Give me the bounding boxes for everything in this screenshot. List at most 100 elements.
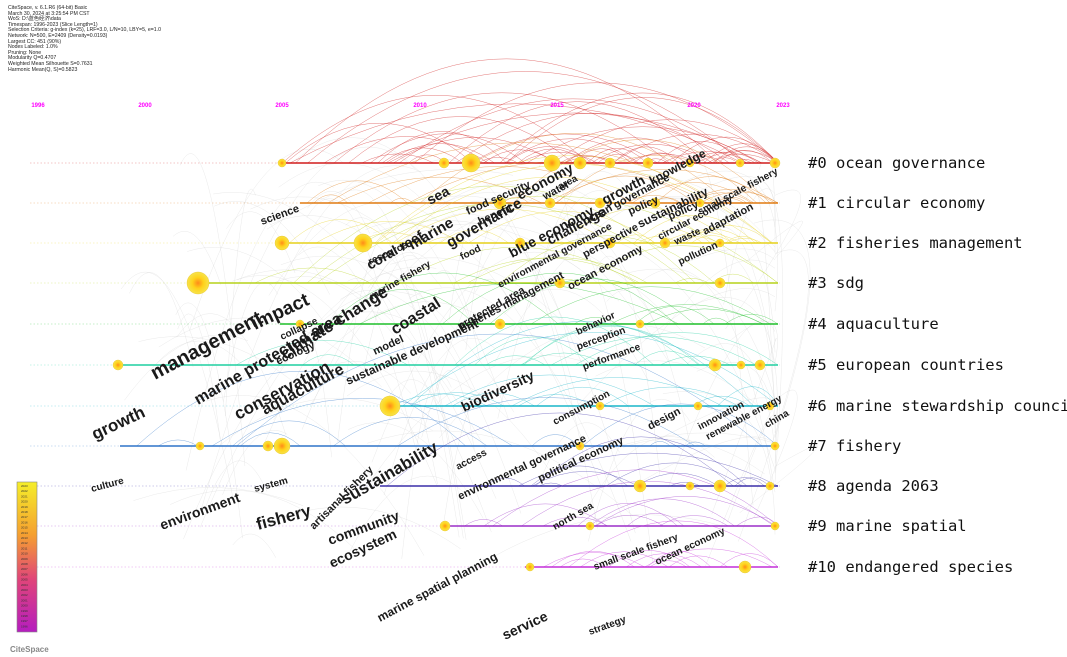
background-link (232, 533, 276, 558)
cluster-link (687, 188, 776, 204)
cluster-link (555, 207, 734, 244)
keyword-node (554, 277, 566, 289)
cluster-link (136, 371, 466, 447)
keyword-node (494, 318, 506, 330)
cluster-link (452, 392, 535, 407)
cluster-label: #8 agenda 2063 (808, 477, 939, 495)
background-link (226, 211, 296, 274)
legend-tick: 1998 (21, 614, 28, 618)
background-link (179, 153, 246, 467)
keyword-label: growth (89, 402, 148, 443)
cluster-link (685, 441, 706, 447)
background-link (725, 189, 801, 330)
cluster-link (410, 321, 754, 407)
background-link (138, 336, 298, 386)
cluster-link (632, 152, 687, 164)
legend-tick: 2010 (21, 552, 28, 556)
cluster-link (333, 92, 670, 164)
cluster-link (724, 477, 765, 487)
cluster-link (670, 481, 701, 487)
keyword-node (493, 196, 507, 210)
cluster-link (656, 141, 747, 164)
cluster-link (302, 354, 355, 366)
cluster-link (395, 208, 612, 244)
cluster-link (577, 503, 678, 527)
keyword-label: culture (90, 476, 125, 495)
background-link (383, 338, 496, 495)
info-line: WoS: D:\蓝色经济\data (8, 16, 61, 23)
cluster-link (477, 157, 519, 164)
background-link (225, 189, 256, 416)
cluster-link (282, 94, 589, 164)
keyword-node (262, 440, 274, 452)
background-link (656, 259, 776, 341)
cluster-link (390, 197, 414, 204)
keyword-label: access (454, 447, 489, 473)
year-axis: 1996 2000 2005 2010 2015 2020 2023 (31, 103, 790, 109)
cluster-link (374, 155, 772, 244)
background-link (266, 169, 514, 230)
keyword-node (685, 158, 695, 168)
keyword-label: protected area (456, 284, 528, 333)
cluster-link (582, 403, 779, 447)
keyword-node (274, 235, 290, 251)
cluster-link (586, 148, 647, 164)
keyword-node (439, 520, 451, 532)
background-link (172, 231, 221, 285)
background-link (205, 395, 425, 556)
cluster-link (649, 560, 687, 568)
keyword-node (585, 521, 595, 531)
cluster-label: #9 marine spatial (808, 517, 967, 535)
cluster-link (518, 452, 779, 487)
background-link (280, 291, 415, 370)
keyword-node (195, 441, 205, 451)
cluster-link (334, 289, 475, 325)
cluster-link (485, 355, 546, 366)
cluster-link (409, 392, 505, 407)
info-line: Timespan: 1996-2023 (Slice Length=1) (8, 21, 98, 28)
cluster-link (685, 151, 762, 164)
cluster-link (526, 126, 759, 164)
cluster-link (293, 185, 696, 284)
cluster-link (631, 182, 754, 204)
cluster-link (536, 387, 629, 407)
keyword-node (765, 401, 775, 411)
background-link (129, 272, 194, 368)
legend-tick: 2016 (21, 520, 28, 524)
cluster-link (240, 432, 301, 447)
keyword-node (575, 441, 585, 451)
background-link (408, 287, 632, 542)
cluster-links (136, 58, 779, 568)
cluster-link (397, 397, 696, 447)
legend-tick: 2021 (21, 494, 28, 498)
legend-tick: 2001 (21, 598, 28, 602)
cluster-link (327, 142, 718, 204)
cluster-link (448, 101, 707, 164)
cluster-labels: #0 ocean governance #1 circular economy #2… (808, 154, 1067, 576)
background-link (685, 248, 776, 408)
cluster-link (464, 519, 503, 527)
cluster-link (236, 333, 763, 447)
background-link (176, 313, 287, 435)
keyword-node (642, 157, 654, 169)
background-link (278, 162, 435, 212)
cluster-link (468, 211, 656, 244)
keyword-node (544, 197, 556, 209)
cluster-link (591, 143, 713, 164)
cluster-link (385, 143, 495, 164)
legend-tick: 2006 (21, 572, 28, 576)
background-link (201, 165, 421, 509)
cluster-link (337, 177, 542, 204)
cluster-link (568, 520, 779, 568)
cluster-link (348, 116, 574, 164)
keyword-node (708, 358, 722, 372)
cluster-link (368, 166, 634, 204)
cluster-link (711, 273, 754, 284)
keyword-node (379, 395, 401, 417)
cluster-link (467, 257, 648, 284)
keyword-node (635, 319, 645, 329)
legend-tick: 2005 (21, 578, 28, 582)
background-link (606, 290, 692, 449)
cluster-link (442, 272, 677, 325)
